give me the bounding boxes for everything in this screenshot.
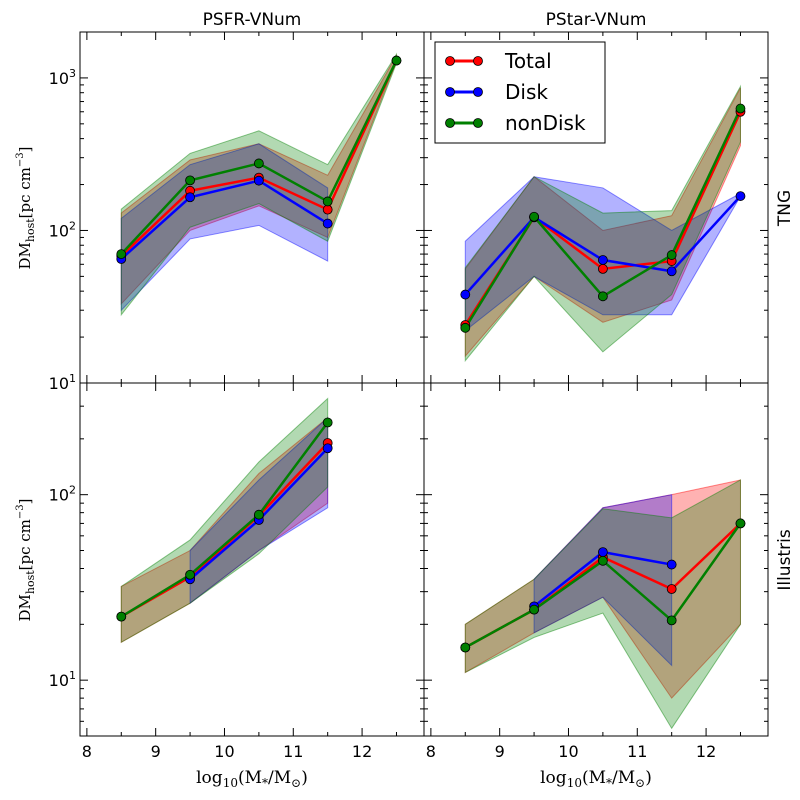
panel-illustris-pstar: 8 9 10 11 12 — [423, 382, 769, 761]
y-tick-label: 102 — [49, 484, 76, 505]
panel-tng-psfr: 101 102 103 — [49, 31, 425, 393]
x-axis-label-left: log10(M*/M⊙) — [196, 768, 308, 790]
point-nondisk — [735, 518, 746, 529]
point-nondisk — [529, 211, 539, 222]
point-nondisk — [529, 604, 539, 615]
point-nondisk — [322, 417, 333, 428]
legend-entry-disk: Disk — [445, 80, 548, 104]
x-tick-label: 10 — [558, 742, 578, 761]
point-nondisk — [735, 103, 746, 114]
point-nondisk — [116, 249, 127, 259]
x-axis-label-right: log10(M*/M⊙) — [540, 768, 652, 790]
point-disk — [322, 218, 333, 229]
point-nondisk — [460, 322, 471, 333]
band-nondisk — [120, 397, 329, 644]
x-tick-label: 9 — [495, 742, 505, 761]
y-axis-label-top: DMhost[pc cm−3] — [15, 146, 37, 269]
y-tick-label: 101 — [49, 372, 76, 393]
point-disk — [735, 191, 746, 201]
point-nondisk — [185, 175, 195, 186]
band-nondisk — [464, 479, 741, 730]
x-tick-label: 12 — [352, 742, 372, 761]
point-total — [322, 204, 333, 215]
col-title-pstar: PStar-VNum — [546, 10, 647, 30]
point-disk — [666, 266, 677, 277]
point-nondisk — [460, 642, 471, 653]
band-total — [464, 479, 741, 699]
band-total — [464, 87, 741, 358]
point-disk — [666, 559, 677, 570]
series-line-nondisk — [120, 421, 329, 618]
x-tick-label: 9 — [151, 742, 161, 761]
col-title-psfr: PSFR-VNum — [203, 10, 302, 30]
panel-illustris-psfr: 8 9 10 11 12 101 102 — [49, 382, 425, 761]
legend: Total Disk nonDisk — [434, 41, 606, 144]
x-tick-label: 11 — [283, 742, 303, 761]
point-disk — [185, 192, 195, 203]
axes-frame — [423, 382, 769, 737]
legend-marker-disk — [445, 87, 455, 97]
point-disk — [597, 547, 608, 558]
point-nondisk — [666, 615, 677, 626]
legend-label-nondisk: nonDisk — [505, 111, 586, 135]
x-tick-label: 11 — [627, 742, 647, 761]
legend-entry-nondisk: nonDisk — [445, 111, 586, 135]
axes-frame — [79, 382, 425, 737]
legend-entry-total: Total — [445, 49, 552, 73]
y-tick-label: 102 — [49, 219, 76, 240]
y-tick-label: 101 — [49, 669, 76, 690]
y-tick-label: 103 — [49, 67, 76, 88]
point-total — [666, 584, 677, 594]
point-nondisk — [185, 569, 195, 580]
svg-text:DMhost[pc cm−3]: DMhost[pc cm−3] — [15, 146, 37, 269]
panel-tng-pstar — [423, 31, 769, 384]
row-label-tng: TNG — [775, 190, 795, 227]
series-line-disk — [120, 179, 329, 260]
legend-label-disk: Disk — [505, 80, 548, 104]
x-tick-label: 12 — [696, 742, 716, 761]
legend-marker-disk — [473, 87, 483, 97]
point-nondisk — [116, 611, 127, 622]
x-tick-label: 10 — [214, 742, 234, 761]
legend-label-total: Total — [504, 49, 552, 73]
row-label-illustris: Illustris — [775, 529, 795, 590]
point-disk — [597, 255, 608, 265]
point-total — [597, 263, 608, 274]
point-nondisk — [253, 509, 264, 520]
legend-marker-total — [473, 56, 483, 66]
point-nondisk — [597, 291, 608, 302]
svg-text:DMhost[pc cm−3]: DMhost[pc cm−3] — [15, 498, 37, 621]
legend-marker-nondisk — [473, 118, 483, 128]
point-nondisk — [597, 555, 608, 566]
point-disk — [460, 289, 471, 300]
point-nondisk — [391, 55, 402, 66]
band-disk — [533, 494, 673, 667]
point-nondisk — [666, 250, 677, 260]
y-axis-label-bottom: DMhost[pc cm−3] — [15, 498, 37, 621]
point-disk — [253, 175, 264, 186]
legend-marker-nondisk — [445, 118, 455, 128]
point-nondisk — [253, 158, 264, 169]
legend-marker-total — [445, 56, 455, 66]
point-disk — [322, 443, 333, 454]
x-tick-label: 8 — [82, 742, 92, 761]
x-tick-label: 8 — [426, 742, 436, 761]
point-nondisk — [322, 196, 333, 207]
band-nondisk — [464, 84, 741, 363]
